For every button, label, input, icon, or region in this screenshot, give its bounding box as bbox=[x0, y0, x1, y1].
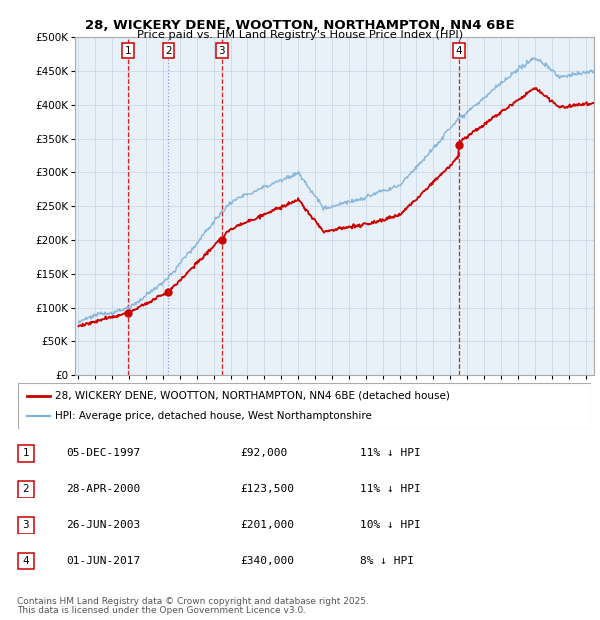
Text: 26-JUN-2003: 26-JUN-2003 bbox=[66, 520, 140, 530]
Text: 05-DEC-1997: 05-DEC-1997 bbox=[66, 448, 140, 458]
Text: 10% ↓ HPI: 10% ↓ HPI bbox=[360, 520, 421, 530]
Text: 3: 3 bbox=[22, 520, 29, 530]
Text: HPI: Average price, detached house, West Northamptonshire: HPI: Average price, detached house, West… bbox=[55, 411, 372, 421]
FancyBboxPatch shape bbox=[18, 516, 34, 533]
FancyBboxPatch shape bbox=[18, 383, 591, 429]
Text: 2: 2 bbox=[22, 484, 29, 494]
Text: £92,000: £92,000 bbox=[240, 448, 287, 458]
Text: £123,500: £123,500 bbox=[240, 484, 294, 494]
Text: 01-JUN-2017: 01-JUN-2017 bbox=[66, 556, 140, 566]
FancyBboxPatch shape bbox=[18, 481, 34, 497]
Text: 1: 1 bbox=[22, 448, 29, 458]
Text: 2: 2 bbox=[165, 46, 172, 56]
Text: 4: 4 bbox=[22, 556, 29, 566]
Text: 11% ↓ HPI: 11% ↓ HPI bbox=[360, 448, 421, 458]
Text: This data is licensed under the Open Government Licence v3.0.: This data is licensed under the Open Gov… bbox=[17, 606, 306, 615]
Text: 28-APR-2000: 28-APR-2000 bbox=[66, 484, 140, 494]
FancyBboxPatch shape bbox=[18, 445, 34, 461]
Text: 11% ↓ HPI: 11% ↓ HPI bbox=[360, 484, 421, 494]
Text: 3: 3 bbox=[218, 46, 225, 56]
Text: 4: 4 bbox=[455, 46, 462, 56]
Text: 1: 1 bbox=[124, 46, 131, 56]
Text: £340,000: £340,000 bbox=[240, 556, 294, 566]
Text: £201,000: £201,000 bbox=[240, 520, 294, 530]
Text: 28, WICKERY DENE, WOOTTON, NORTHAMPTON, NN4 6BE (detached house): 28, WICKERY DENE, WOOTTON, NORTHAMPTON, … bbox=[55, 391, 450, 401]
Text: 28, WICKERY DENE, WOOTTON, NORTHAMPTON, NN4 6BE: 28, WICKERY DENE, WOOTTON, NORTHAMPTON, … bbox=[85, 19, 515, 32]
FancyBboxPatch shape bbox=[18, 553, 34, 569]
Text: Contains HM Land Registry data © Crown copyright and database right 2025.: Contains HM Land Registry data © Crown c… bbox=[17, 597, 368, 606]
Text: 8% ↓ HPI: 8% ↓ HPI bbox=[360, 556, 414, 566]
Text: Price paid vs. HM Land Registry's House Price Index (HPI): Price paid vs. HM Land Registry's House … bbox=[137, 30, 463, 40]
